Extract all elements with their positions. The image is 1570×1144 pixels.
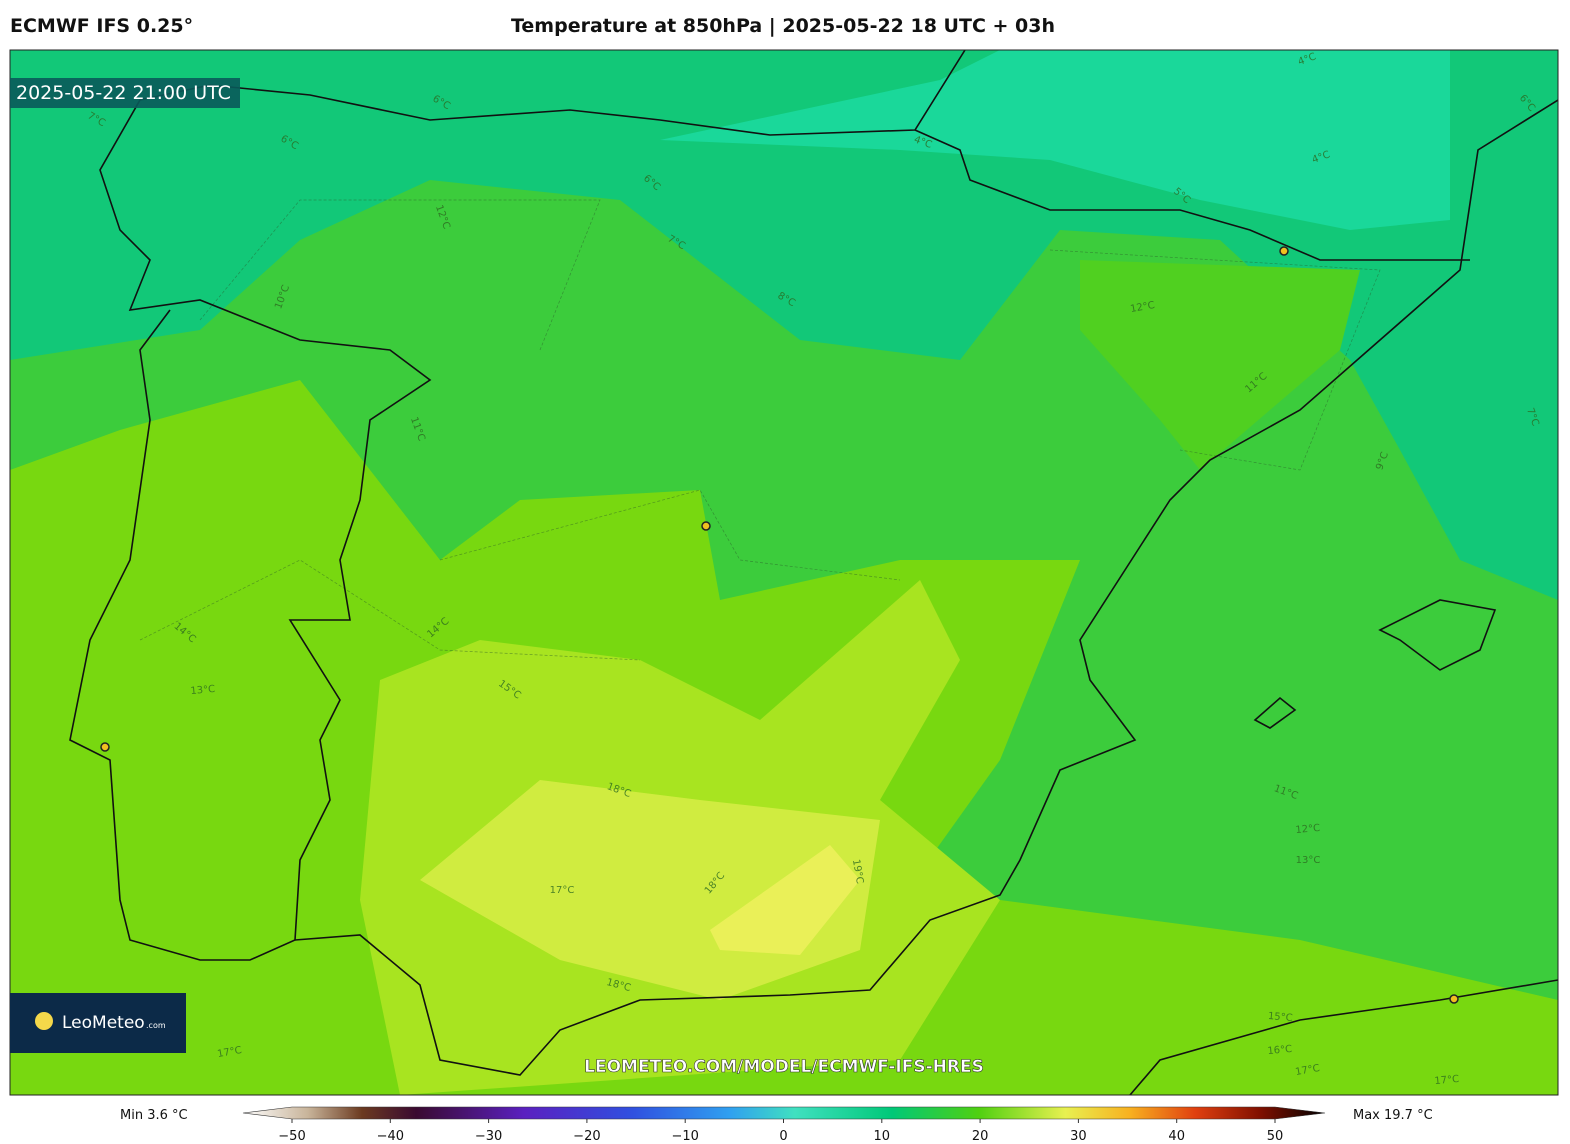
contour-label: 13°C [190,684,216,697]
contour-label: 12°C [1129,300,1155,315]
colorbar-tick-label: 50 [1267,1129,1284,1144]
city-marker [701,521,711,531]
model-name: ECMWF IFS 0.25° [10,15,193,37]
map-title: Temperature at 850hPa | 2025-05-22 18 UT… [511,15,1055,37]
map: 4°C6°C4°C4°C5°C6°C7°C6°C6°C7°C8°C12°C10°… [10,50,1558,1095]
colorbar-tick-label: −30 [475,1129,502,1144]
contour-label: 15°C [1267,1011,1293,1024]
colorbar-tick-label: −50 [278,1129,305,1144]
contour-label: 16°C [1267,1044,1293,1057]
logo-brand: LeoMeteo [62,1013,145,1033]
hottest-zone [710,845,860,955]
city-marker [100,742,110,752]
contour-label: 13°C [1296,855,1321,866]
legend-min: Min 3.6 °C [120,1108,188,1123]
contour-label: 17°C [216,1045,242,1060]
contour-label: 17°C [1294,1063,1320,1078]
colorbar [242,1106,1326,1120]
colorbar-tick-label: 20 [972,1129,989,1144]
city-marker [1279,246,1289,256]
colorbar-tick-label: −20 [573,1129,600,1144]
contour-label: 12°C [1295,823,1321,836]
contour-label: 17°C [550,885,575,896]
legend-max: Max 19.7 °C [1353,1108,1433,1123]
city-marker [1449,994,1459,1004]
valid-time: 2025-05-22 21:00 UTC [16,82,231,104]
colorbar-ticks: −50 −40 −30 −20 −10 0 10 20 30 40 50 [278,1119,1283,1144]
colorbar-tick-label: 30 [1070,1129,1087,1144]
logo-suffix: .com [146,1021,166,1030]
colorbar-tick-label: 40 [1168,1129,1185,1144]
map-frame [9,49,1559,1096]
colorbar-tick-label: −40 [377,1129,404,1144]
time-box [10,78,240,108]
watermark: LEOMETEO.COM/MODEL/ECMWF-IFS-HRES [584,1057,984,1077]
contour-label: 19°C [850,858,865,884]
warm-spot [1080,260,1360,470]
logo-sun [35,1012,53,1030]
cold-zone [660,50,1450,230]
colorbar-tick-label: −10 [671,1129,698,1144]
colorbar-tick-label: 10 [874,1129,891,1144]
colorbar-tick-label: 0 [779,1129,787,1144]
contour-label: 17°C [1434,1074,1460,1087]
